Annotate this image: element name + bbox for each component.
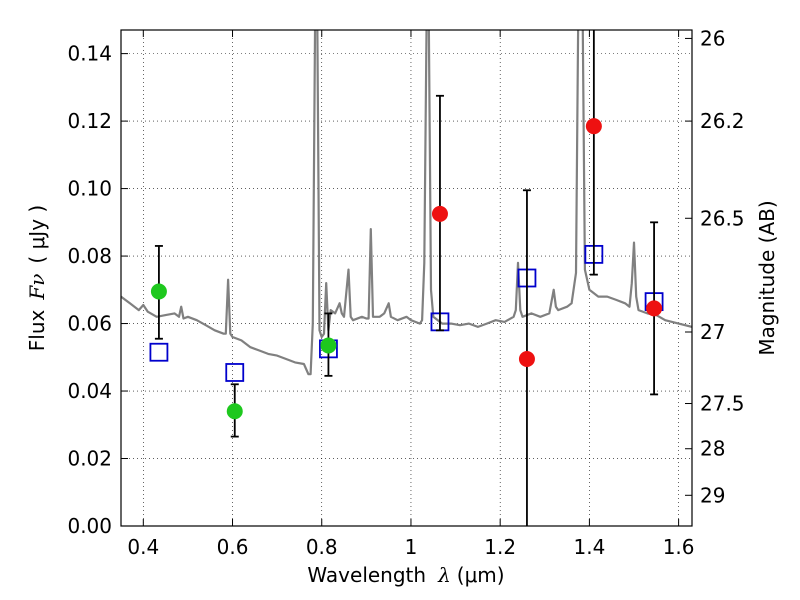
- x-tick-label: 0.6: [217, 535, 249, 559]
- limit-point: [646, 300, 663, 317]
- y2-tick-label: 27: [700, 320, 725, 344]
- x-tick-label: 1.2: [484, 535, 516, 559]
- limit-point: [518, 350, 535, 367]
- x-axis-label: Wavelength λ (μm): [307, 563, 504, 587]
- detection-point: [320, 337, 337, 354]
- y-tick-label: 0.12: [67, 109, 112, 133]
- x-label-text: Wavelength: [307, 563, 426, 587]
- x-tick-label: 0.8: [306, 535, 338, 559]
- y-tick-label: 0.04: [67, 379, 112, 403]
- x-tick-label: 1.6: [663, 535, 695, 559]
- limit-point: [431, 205, 448, 222]
- plot-frame: [120, 29, 693, 527]
- y2-tick-label: 29: [700, 483, 725, 507]
- y2-tick-label: 26: [700, 26, 725, 50]
- x-tick-label: 0.4: [127, 535, 159, 559]
- y2-axis-label: Magnitude (AB): [755, 200, 779, 355]
- y2-tick-label: 26.2: [700, 109, 745, 133]
- x-tick-label: 1.4: [573, 535, 605, 559]
- y-tick-label: 0.00: [67, 514, 112, 538]
- spectrum-line: [121, 30, 692, 376]
- y2-tick-label: 26.5: [700, 206, 745, 230]
- y-label-unit: ( μJy ): [25, 205, 49, 264]
- x-label-unit: (μm): [457, 563, 505, 587]
- y-tick-label: 0.06: [67, 312, 112, 336]
- model-square: [149, 342, 169, 362]
- model-square: [225, 363, 245, 382]
- y-tick-label: 0.08: [67, 244, 112, 268]
- measured-points-layer: [150, 118, 663, 420]
- x-tick-label: 1: [405, 535, 418, 559]
- y2-tick-label: 28: [700, 437, 725, 461]
- y-label-symbol: Fν: [25, 274, 49, 301]
- y-tick-label: 0.10: [67, 177, 112, 201]
- detection-point: [150, 283, 167, 300]
- grid: [121, 30, 692, 526]
- y-axis-label: Flux Fν ( μJy ): [25, 205, 49, 351]
- x-label-symbol: λ: [437, 563, 451, 587]
- y2-tick-label: 27.5: [700, 392, 745, 416]
- y-tick-label: 0.02: [67, 447, 112, 471]
- detection-point: [226, 403, 243, 420]
- limit-point: [585, 118, 602, 135]
- ticks: 0.4 0.6 0.8 1 1.2 1.4 1.6 0.00 0.02 0.04 0.06 0.08 0…: [67, 26, 744, 559]
- y-label-text: Flux: [25, 309, 49, 351]
- spectrum-layer: [121, 30, 692, 376]
- y-tick-label: 0.14: [67, 42, 112, 66]
